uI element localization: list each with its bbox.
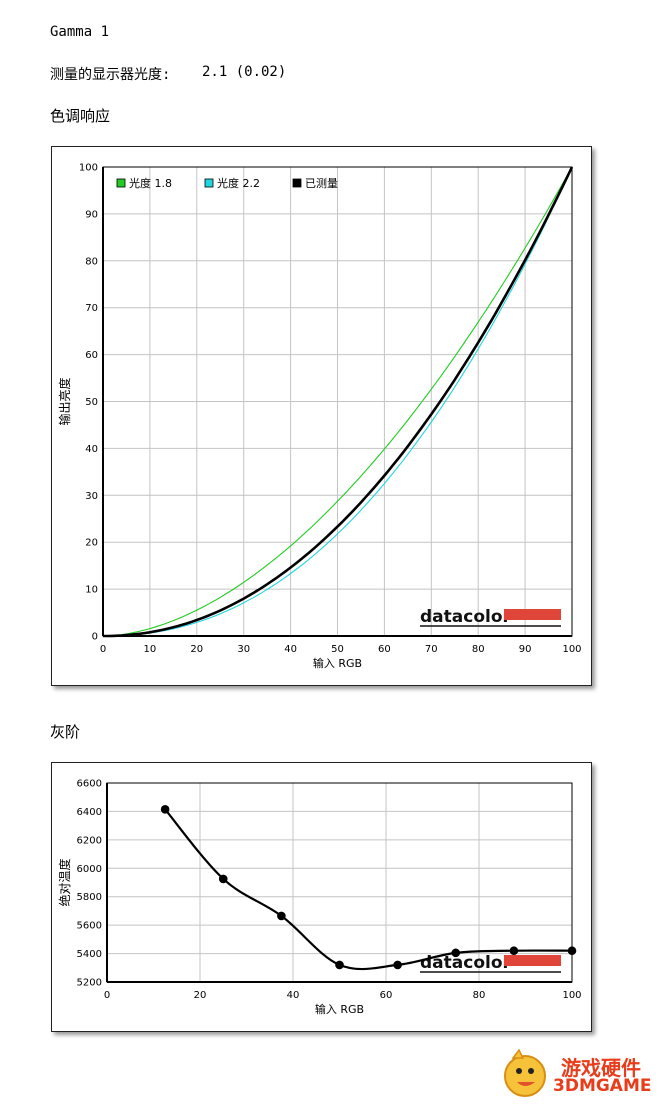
gamma-title: Gamma 1 [50, 24, 110, 40]
y-tick-label: 6000 [77, 864, 102, 875]
tone-response-panel: 0 10 20 30 40 50 60 70 80 90 100 0 10 20 30 40 50 60 70 80 9… [51, 146, 592, 686]
data-point [509, 946, 519, 956]
data-point [218, 874, 228, 884]
legend-swatch-1 [116, 178, 126, 188]
grayscale-temperature-chart: 0 20 40 60 80 100 5200 5400 5600 5800 6000 6200 6400… [57, 779, 582, 1017]
y-tick-label: 50 [85, 397, 98, 408]
y-tick-label: 90 [85, 209, 98, 220]
data-point [567, 946, 577, 956]
x-tick-label: 40 [287, 990, 300, 1001]
watermark-line2: 3DMGAME [553, 1076, 652, 1096]
x-tick-label: 80 [473, 990, 486, 1001]
x-axis-title: 输入 RGB [315, 1002, 364, 1016]
x-tick-label: 10 [144, 644, 157, 655]
grayscale-heading: 灰阶 [50, 723, 81, 741]
series-line-1 [102, 166, 573, 637]
series-line-2 [103, 166, 573, 637]
x-tick-label: 60 [378, 644, 391, 655]
x-tick-label: 80 [472, 644, 485, 655]
y-axis-title: 绝对温度 [57, 858, 72, 906]
series-line-3 [103, 166, 574, 638]
y-tick-label: 100 [79, 163, 98, 174]
datacolor-logo-bar [504, 955, 561, 966]
y-tick-label: 5800 [77, 892, 102, 903]
legend-label-1: 光度 1.8 [129, 176, 172, 190]
y-tick-label: 60 [85, 350, 98, 361]
x-tick-label: 30 [237, 644, 250, 655]
x-tick-label: 70 [425, 644, 438, 655]
series-line-1 [164, 808, 573, 971]
x-tick-label: 100 [562, 990, 581, 1001]
y-tick-label: 6200 [77, 835, 102, 846]
x-axis-title: 输入 RGB [313, 656, 362, 670]
x-tick-label: 20 [194, 990, 207, 1001]
y-tick-label: 6400 [77, 807, 102, 818]
y-tick-label: 10 [85, 585, 98, 596]
legend-swatch-2 [204, 178, 214, 188]
data-point [393, 960, 402, 970]
y-tick-label: 40 [85, 444, 98, 455]
y-tick-label: 0 [92, 632, 98, 643]
x-tick-label: 0 [104, 990, 110, 1001]
legend-label-2: 光度 2.2 [217, 176, 260, 190]
measured-gamma-value: 2.1 (0.02) [202, 64, 287, 80]
x-tick-label: 60 [380, 990, 393, 1001]
measured-gamma-label: 测量的显示器光度: [50, 67, 171, 83]
tone-response-heading: 色调响应 [50, 107, 111, 125]
data-point [160, 804, 170, 814]
y-tick-label: 5400 [77, 949, 102, 960]
y-tick-label: 6600 [77, 779, 102, 790]
grayscale-panel: 0 20 40 60 80 100 5200 5400 5600 5800 6000 6200 6400… [51, 762, 592, 1032]
y-tick-label: 70 [85, 303, 98, 314]
y-tick-label: 30 [85, 491, 98, 502]
x-tick-label: 20 [190, 644, 203, 655]
tone-response-chart: 0 10 20 30 40 50 60 70 80 90 100 0 10 20 30 40 50 60 70 80 9… [57, 163, 582, 671]
datacolor-logo-bar [504, 609, 561, 620]
y-tick-label: 20 [85, 538, 98, 549]
x-tick-label: 90 [519, 644, 532, 655]
datacolor-logo-text: datacolor [420, 953, 512, 973]
y-tick-label: 80 [85, 256, 98, 267]
data-point [277, 911, 286, 921]
y-axis-title: 输出亮度 [57, 377, 72, 425]
datacolor-logo-text: datacolor [420, 607, 512, 627]
x-tick-label: 40 [284, 644, 297, 655]
x-tick-label: 50 [331, 644, 344, 655]
legend-label-3: 已测量 [305, 177, 338, 190]
x-tick-label: 0 [100, 644, 106, 655]
watermark-line1: 游戏硬件 [561, 1056, 641, 1080]
y-tick-label: 5600 [77, 921, 102, 932]
watermark-mascot-icon [504, 1048, 546, 1097]
watermark-logo: 游戏硬件 3DMGAME [495, 1046, 655, 1102]
legend-swatch-3 [292, 178, 302, 188]
data-point [335, 960, 344, 970]
y-tick-label: 5200 [77, 978, 102, 989]
data-point [451, 948, 461, 958]
x-tick-label: 100 [562, 644, 581, 655]
